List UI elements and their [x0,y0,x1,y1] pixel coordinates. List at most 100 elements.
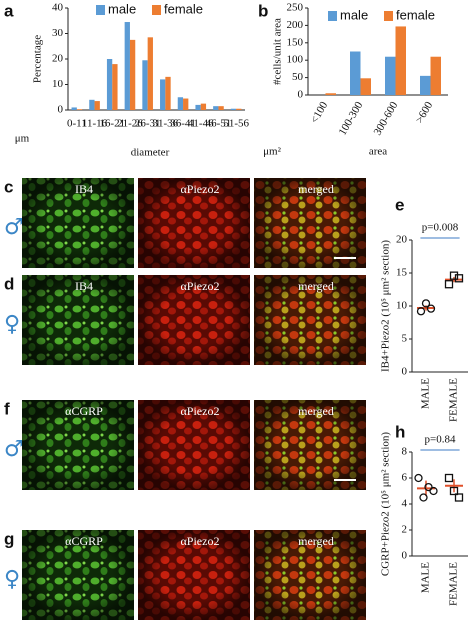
bar [420,75,431,95]
micrograph-shade [138,178,250,268]
bar [129,39,136,110]
legend-label: male [340,7,368,22]
bar [200,103,207,110]
x-tick-label: MALE [420,378,432,409]
data-point [429,486,438,496]
micrograph-shade [22,275,134,365]
image-label: merged [298,534,334,548]
legend-label: female [164,1,203,16]
image-label: αPiezo2 [181,279,220,293]
sex-symbol: ♀ [4,312,20,337]
y-axis-label: #cells/unit area [272,18,284,85]
y-tick-label: 10 [52,78,64,90]
bar [395,26,406,95]
image-label: αPiezo2 [181,534,220,548]
data-point [419,493,428,502]
y-axis-label: CGRP+Piezo2 (10⁵ μm² section) [380,432,392,577]
x-tick-label: FEMALE [448,378,460,422]
micrograph-shade [254,400,366,490]
data-point [454,274,464,283]
bar [177,97,184,110]
x-tick-label: 46-51 [206,118,232,130]
data-point [444,280,454,289]
micrograph-shade [22,178,134,268]
y-tick-label: 150 [287,36,304,48]
y-tick-label: 4 [402,498,408,510]
image-label: αPiezo2 [181,404,220,418]
x-tick-label: 300-600 [372,99,401,137]
image-label: IB4 [75,182,93,196]
bar [106,59,113,110]
x-tick-label: 0-11 [67,118,87,130]
x-tick-label: 31-36 [153,118,179,130]
x-axis-label: diameter [131,147,170,159]
bar [112,64,118,110]
sex-symbol: ♂ [4,437,24,462]
x-tick-label: 100-300 [337,99,366,137]
bar [236,108,242,110]
data-point [414,473,423,483]
unit-label: μm [15,133,30,145]
y-tick-label: 15 [396,267,408,279]
data-point [421,299,431,308]
micrograph-shade [138,400,250,490]
data-point [416,307,426,316]
x-tick-label: 51-56 [223,118,249,130]
bar [183,98,189,110]
bar [89,99,95,110]
bar [350,51,361,95]
x-tick-label: <100 [309,99,331,125]
legend-swatch [384,11,393,21]
bar [124,22,130,110]
y-tick-label: 5 [402,333,408,345]
image-label: IB4 [75,279,93,293]
data-point [424,482,433,492]
x-tick-label: MALE [420,562,432,593]
micrograph-shade [254,275,366,365]
data-point [444,473,454,483]
bar [142,60,148,110]
panel-letter: f [4,399,10,418]
panel-letter: h [395,422,405,441]
bar [218,106,224,110]
y-tick-label: 0 [58,104,64,116]
x-axis-label: area [369,146,387,158]
micrograph-shade [22,400,134,490]
x-tick-label: 41-46 [188,118,214,130]
x-tick-label: 11-16 [82,118,108,130]
image-label: αCGRP [65,534,103,548]
y-tick-label: 0 [298,89,304,101]
legend-swatch [152,5,161,15]
unit-label: μm² [263,146,281,158]
micrograph-shade [138,275,250,365]
x-tick-label: FEMALE [448,562,460,606]
data-point [454,493,464,502]
image-label: merged [298,404,334,418]
annotation: p=0.008 [422,222,459,234]
y-tick-label: 20 [52,53,64,65]
panel-letter: g [4,529,14,548]
y-tick-label: 20 [396,234,408,246]
data-point [449,486,459,496]
y-tick-label: 2 [402,524,408,536]
x-tick-label: 16-21 [99,118,125,130]
micrograph-shade [254,178,366,268]
x-tick-label: 21-26 [117,118,143,130]
bar [325,93,336,95]
image-label: αCGRP [65,404,103,418]
y-tick-label: 50 [292,71,304,83]
bar [147,37,153,111]
panel-letter: c [4,177,13,196]
bar [71,107,77,110]
y-axis-label: Percentage [32,35,44,83]
y-tick-label: 0 [402,550,408,562]
y-tick-label: 8 [402,446,408,458]
bar [165,76,171,110]
image-label: αPiezo2 [181,182,220,196]
micrograph-shade [22,530,134,620]
legend-swatch [328,11,337,21]
image-label: merged [298,182,334,196]
micrograph-shade [254,530,366,620]
y-tick-label: 0 [402,366,408,378]
